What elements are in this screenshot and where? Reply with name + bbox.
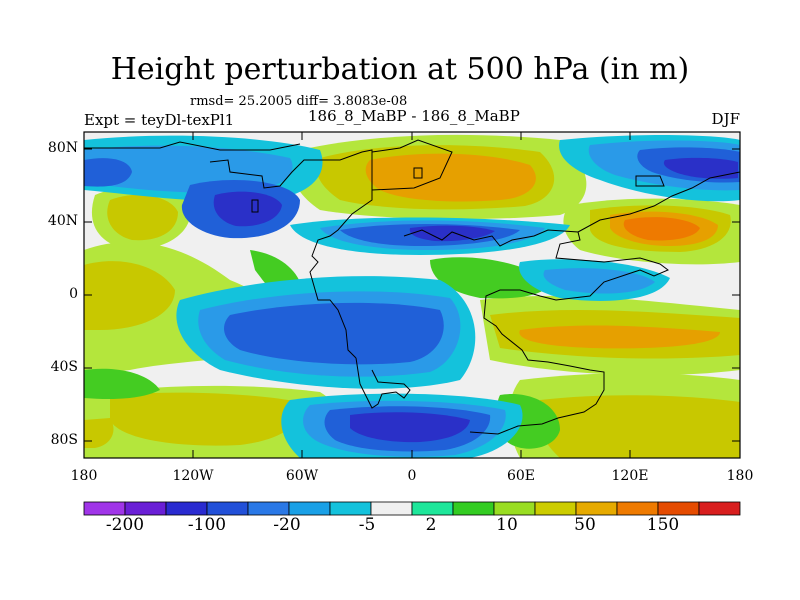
coastline-north-america xyxy=(209,149,373,359)
colorbar-swatch xyxy=(206,501,249,516)
field-region xyxy=(663,157,738,179)
y-label-80s: 80S xyxy=(50,432,78,448)
colorbar-swatch xyxy=(329,501,372,516)
y-label-40s: 40S xyxy=(50,359,78,375)
colorbar-swatch xyxy=(83,501,126,516)
colorbar-label: 150 xyxy=(646,515,680,535)
field-region xyxy=(84,158,132,187)
coastline-east-asia xyxy=(577,171,740,233)
colorbar-label: -200 xyxy=(105,515,145,535)
colorbar-label: 10 xyxy=(496,515,518,535)
colorbar-swatch xyxy=(616,501,659,516)
colorbar xyxy=(83,501,741,516)
field-region xyxy=(409,225,495,242)
axis-ticks xyxy=(84,132,740,458)
field-region xyxy=(519,325,720,349)
colorbar-swatch xyxy=(165,501,208,516)
coastline-island xyxy=(413,167,423,179)
contour-field xyxy=(84,132,740,458)
colorbar-label: -100 xyxy=(187,515,227,535)
y-label-40n: 40N xyxy=(47,213,78,229)
colorbar-swatch xyxy=(288,501,331,516)
colorbar-label: -5 xyxy=(358,515,376,535)
colorbar-swatch xyxy=(698,501,741,516)
x-label-60e: 60E xyxy=(506,468,536,484)
field-region xyxy=(110,392,301,446)
field-region xyxy=(350,412,470,443)
experiment-label: Expt = teyDl-texPl1 xyxy=(84,111,235,129)
field-region xyxy=(224,302,444,365)
x-label-60w: 60W xyxy=(285,468,319,484)
y-label-0: 0 xyxy=(69,286,78,302)
colorbar-swatch xyxy=(452,501,495,516)
field-region xyxy=(107,194,178,241)
x-label-180-left: 180 xyxy=(70,468,98,484)
field-region xyxy=(84,261,175,330)
x-label-0: 0 xyxy=(407,468,417,484)
field-region xyxy=(213,191,282,227)
x-label-120w: 120W xyxy=(172,468,214,484)
colorbar-swatch xyxy=(370,501,413,516)
colorbar-label: 2 xyxy=(425,515,437,535)
coastline-eurasia xyxy=(403,229,669,435)
field-region xyxy=(365,153,536,202)
field-region xyxy=(536,395,740,458)
coastline-island xyxy=(635,175,665,187)
colorbar-label: 50 xyxy=(574,515,596,535)
x-label-120e: 120E xyxy=(611,468,649,484)
coastline-far-north xyxy=(84,141,301,151)
coastline-greenland xyxy=(371,139,453,191)
x-label-180-right: 180 xyxy=(726,468,754,484)
colorbar-swatch xyxy=(575,501,618,516)
coastline-island xyxy=(251,199,259,213)
colorbar-swatch xyxy=(124,501,167,516)
y-label-80n: 80N xyxy=(47,140,78,156)
colorbar-swatch xyxy=(247,501,290,516)
colorbar-swatch xyxy=(657,501,700,516)
stats-line: rmsd= 25.2005 diff= 3.8083e-08 xyxy=(190,94,408,109)
season-label: DJF xyxy=(711,110,740,128)
field-region xyxy=(623,217,700,241)
colorbar-swatch xyxy=(411,501,454,516)
colorbar-swatch xyxy=(534,501,577,516)
coastline-south-america xyxy=(355,357,411,409)
field-region xyxy=(84,368,160,400)
coastlines xyxy=(84,139,740,435)
colorbar-label: -20 xyxy=(273,515,301,535)
colorbar-swatch xyxy=(493,501,536,516)
map-title: Height perturbation at 500 hPa (in m) xyxy=(110,52,690,87)
run-label: 186_8_MaBP - 186_8_MaBP xyxy=(308,107,520,125)
